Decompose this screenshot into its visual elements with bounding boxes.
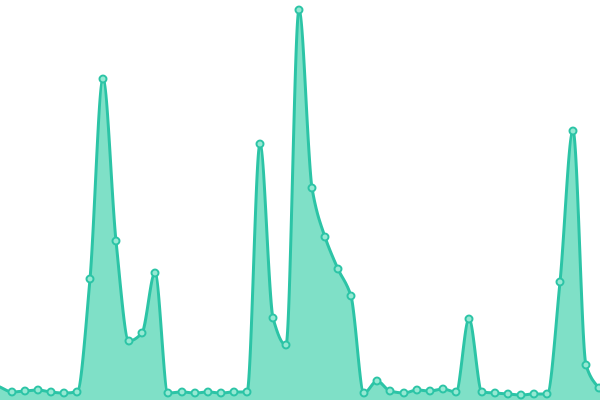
data-point-marker[interactable] xyxy=(425,386,435,396)
data-point-marker[interactable] xyxy=(477,387,487,397)
data-point-marker[interactable] xyxy=(581,360,591,370)
data-point-marker[interactable] xyxy=(307,183,317,193)
data-point-marker[interactable] xyxy=(320,232,330,242)
data-point-marker[interactable] xyxy=(594,383,600,393)
data-point-marker[interactable] xyxy=(372,376,382,386)
data-point-marker[interactable] xyxy=(229,387,239,397)
data-point-marker[interactable] xyxy=(529,389,539,399)
data-point-marker[interactable] xyxy=(216,388,226,398)
data-point-marker[interactable] xyxy=(412,385,422,395)
data-point-marker[interactable] xyxy=(190,388,200,398)
data-point-marker[interactable] xyxy=(124,336,134,346)
data-point-marker[interactable] xyxy=(490,388,500,398)
data-point-marker[interactable] xyxy=(72,387,82,397)
data-point-marker[interactable] xyxy=(294,5,304,15)
data-point-marker[interactable] xyxy=(438,384,448,394)
data-point-marker[interactable] xyxy=(59,388,69,398)
data-point-marker[interactable] xyxy=(242,387,252,397)
data-point-marker[interactable] xyxy=(399,388,409,398)
data-point-marker[interactable] xyxy=(33,385,43,395)
data-point-marker[interactable] xyxy=(268,313,278,323)
data-point-marker[interactable] xyxy=(20,386,30,396)
data-point-marker[interactable] xyxy=(111,236,121,246)
data-point-marker[interactable] xyxy=(137,328,147,338)
data-point-marker[interactable] xyxy=(46,387,56,397)
data-point-marker[interactable] xyxy=(359,388,369,398)
data-point-marker[interactable] xyxy=(346,291,356,301)
data-point-marker[interactable] xyxy=(333,264,343,274)
data-point-marker[interactable] xyxy=(542,389,552,399)
data-point-marker[interactable] xyxy=(516,390,526,400)
data-point-marker[interactable] xyxy=(568,126,578,136)
data-point-marker[interactable] xyxy=(150,268,160,278)
data-point-marker[interactable] xyxy=(503,389,513,399)
data-point-marker[interactable] xyxy=(255,139,265,149)
data-point-marker[interactable] xyxy=(281,340,291,350)
data-point-marker[interactable] xyxy=(464,314,474,324)
data-point-marker[interactable] xyxy=(98,74,108,84)
area-fill xyxy=(0,10,600,400)
data-point-marker[interactable] xyxy=(163,388,173,398)
data-point-marker[interactable] xyxy=(177,387,187,397)
data-point-marker[interactable] xyxy=(451,387,461,397)
data-point-marker[interactable] xyxy=(7,387,17,397)
data-point-markers xyxy=(7,5,600,400)
data-point-marker[interactable] xyxy=(555,277,565,287)
data-point-marker[interactable] xyxy=(385,386,395,396)
data-point-marker[interactable] xyxy=(203,387,213,397)
data-point-marker[interactable] xyxy=(85,274,95,284)
